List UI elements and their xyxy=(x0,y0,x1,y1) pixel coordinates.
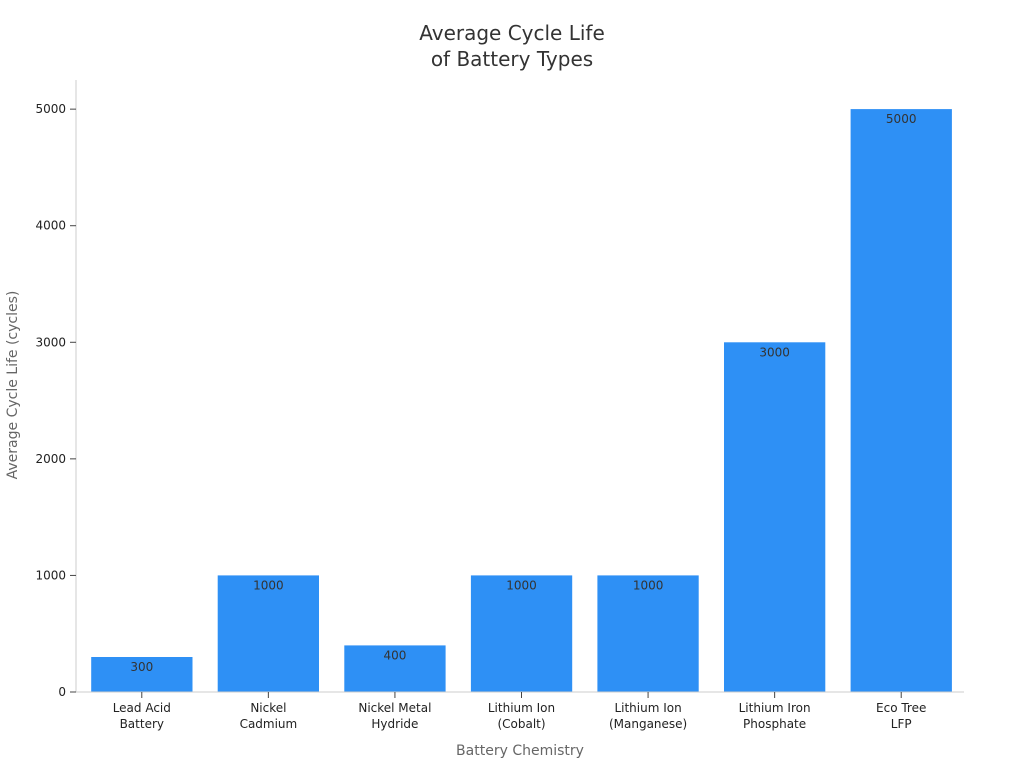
y-axis-title: Average Cycle Life (cycles) xyxy=(5,291,21,480)
bar-0 xyxy=(91,657,193,692)
y-tick-label-5: 5000 xyxy=(35,102,66,116)
x-tick-label-3-line-0: Lithium Ion xyxy=(488,701,555,715)
x-tick-label-0: Lead Acid Battery xyxy=(113,701,171,731)
x-tick-label-3-line-1: (Cobalt) xyxy=(497,717,545,731)
data-label-1: 1000 xyxy=(253,578,284,592)
y-tick-label-4: 4000 xyxy=(35,219,66,233)
x-tick-label-1-line-0: Nickel xyxy=(250,701,286,715)
chart-title-line-1: Average Cycle Life xyxy=(419,21,605,45)
data-label-6: 5000 xyxy=(886,112,917,126)
x-tick-label-1: Nickel Cadmium xyxy=(240,701,298,731)
x-tick-label-6-line-1: LFP xyxy=(891,717,912,731)
x-tick-label-2-line-1: Hydride xyxy=(371,717,418,731)
x-tick-label-0-line-1: Battery xyxy=(120,717,164,731)
x-tick-label-2: Nickel Metal Hydride xyxy=(358,701,431,731)
bar-6 xyxy=(850,109,952,693)
x-axis-title: Battery Chemistry xyxy=(456,743,584,759)
data-label-4: 1000 xyxy=(633,578,664,592)
y-tick-label-0: 0 xyxy=(58,685,66,699)
bar-5 xyxy=(724,342,826,692)
y-tick-label-1: 1000 xyxy=(35,568,66,582)
data-label-3: 1000 xyxy=(506,578,537,592)
data-label-0: 300 xyxy=(130,660,153,674)
bars-layer xyxy=(91,109,952,693)
x-tick-label-6-line-0: Eco Tree xyxy=(876,701,926,715)
x-tick-label-0-line-0: Lead Acid xyxy=(113,701,171,715)
x-tick-label-4-line-0: Lithium Ion xyxy=(614,701,681,715)
chart-title-line-2: of Battery Types xyxy=(431,47,593,71)
x-tick-label-6: Eco Tree LFP xyxy=(876,701,926,731)
bar-1 xyxy=(217,575,319,692)
x-tick-label-5: Lithium Iron Phosphate xyxy=(739,701,811,731)
x-tick-label-4-line-1: (Manganese) xyxy=(609,717,687,731)
x-axis-ticks: Lead Acid Battery Nickel Cadmium Nickel Meta… xyxy=(113,692,926,731)
data-label-2: 400 xyxy=(383,648,406,662)
x-tick-label-3: Lithium Ion (Cobalt) xyxy=(488,701,555,731)
bar-4 xyxy=(597,575,699,692)
y-tick-label-2: 2000 xyxy=(35,452,66,466)
y-axis-ticks: 0 1000 2000 3000 4000 5000 xyxy=(35,102,76,699)
bar-3 xyxy=(470,575,573,692)
data-labels-layer: 300 1000 400 1000 1000 3000 5000 xyxy=(130,112,916,674)
x-tick-label-4: Lithium Ion (Manganese) xyxy=(609,701,687,731)
x-tick-label-1-line-1: Cadmium xyxy=(240,717,298,731)
bar-2 xyxy=(344,645,446,692)
y-tick-label-3: 3000 xyxy=(35,335,66,349)
x-tick-label-5-line-1: Phosphate xyxy=(743,717,806,731)
data-label-5: 3000 xyxy=(759,345,790,359)
x-tick-label-2-line-0: Nickel Metal xyxy=(358,701,431,715)
x-tick-label-5-line-0: Lithium Iron xyxy=(739,701,811,715)
